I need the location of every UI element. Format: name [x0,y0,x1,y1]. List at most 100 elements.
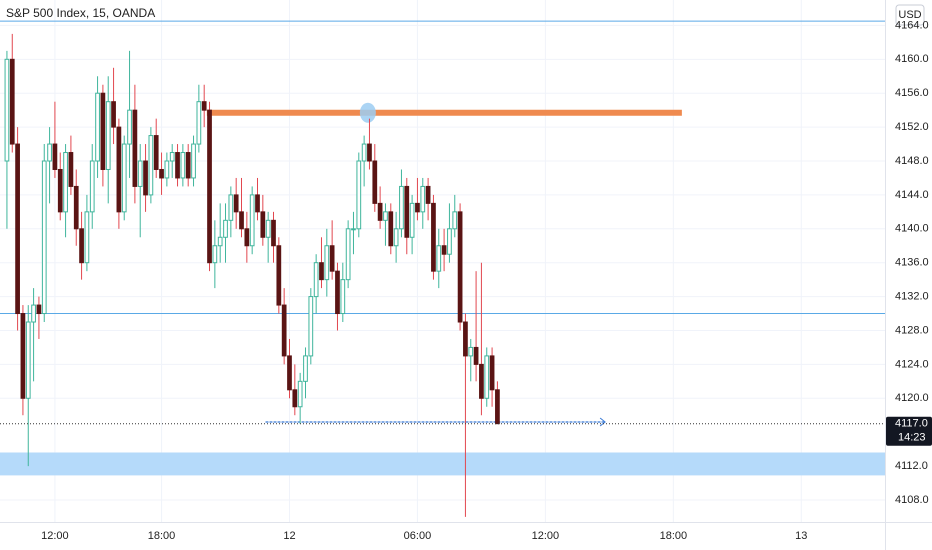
zone [0,452,885,476]
y-tick-label: 4136.0 [895,257,929,269]
x-tick-label: 12:00 [41,530,69,542]
candle-body [31,304,36,323]
candle-body [452,211,458,230]
marker [359,102,376,123]
candle-body [468,346,474,357]
candle-body [175,152,180,179]
candle-body [463,321,468,357]
candle-body [484,355,490,399]
candle-body [15,143,20,315]
candle-body [185,152,191,179]
candle-body [388,211,394,247]
currency[interactable]: USD [898,9,921,21]
candle-body [297,380,303,408]
candle-body [52,143,58,170]
candle-body [100,92,106,170]
y-tick-label: 4140.0 [895,223,929,235]
y-tick-label: 4160.0 [895,53,929,65]
candle-body [47,143,52,162]
candle-body [457,211,463,323]
y-tick-label: 4132.0 [895,290,929,302]
candle-body [191,143,196,179]
x-tick-label: 12:00 [532,530,560,542]
candle-body [57,168,63,213]
candle-body [63,152,68,213]
candle-body [111,101,116,128]
candle-body [212,245,218,264]
candle-body [356,160,362,230]
chart-title: S&P 500 Index, 15, OANDA [6,6,155,20]
candle-body [20,313,26,399]
candle-body [489,355,495,391]
candle-body [479,363,484,399]
countdown: 14:23 [898,432,926,444]
candle-body [441,245,447,255]
candle-body [164,160,170,179]
candle-body [313,262,319,298]
last-price-box [886,416,932,446]
candle-body [308,296,314,357]
candle-body [116,126,122,213]
candle-body [137,160,143,187]
y-tick-label: 4128.0 [895,324,929,336]
candle-body [153,135,159,170]
candle-body [367,143,372,162]
candle-body [95,92,100,162]
candle-body [169,152,175,162]
candle-body [361,143,367,162]
candle-body [292,389,298,408]
x-tick-label: 06:00 [404,530,432,542]
y-tick-label: 4152.0 [895,121,929,133]
currency-box[interactable] [895,4,925,26]
y-tick-label: 4112.0 [895,460,928,472]
candle-body [196,101,202,145]
candle-body [127,109,132,145]
candle-body [271,219,276,247]
candle-body [36,304,42,315]
candle-body [84,211,90,264]
candle-body [228,194,234,221]
y-tick-label: 4156.0 [895,87,929,99]
candle-body [249,194,255,247]
x-tick-label: 18:00 [660,530,688,542]
candle-body [143,160,148,196]
candle-body [324,245,330,281]
candle-body [244,228,250,247]
candle-body [201,101,207,111]
candle-body [68,152,74,187]
x-tick-label: 12 [283,530,295,542]
candle-body [180,152,186,179]
y-tick-label: 4124.0 [895,358,929,370]
candle-body [223,219,228,238]
candle-body [473,346,479,365]
candle-body [345,228,351,281]
arrow-head [599,417,606,427]
candle-body [415,202,420,213]
y-tick-label: 4144.0 [895,189,929,201]
candle-body [260,211,266,238]
candle-body [217,236,223,247]
candle-body [340,279,346,315]
candle-body [9,58,15,145]
y-tick-label: 4120.0 [895,392,929,404]
y-tick-label: 4164.0 [895,19,929,31]
y-tick-label: 4108.0 [895,494,929,506]
candle-body [121,143,127,213]
candle-body [372,160,378,204]
candle-body [105,101,111,170]
candle-body [207,109,212,264]
candle-body [233,194,239,213]
candle-body [404,185,410,238]
candle-body [4,58,10,162]
last-price-label: 4117.0 [895,418,928,430]
candle-body [239,211,244,230]
x-tick-label: 18:00 [148,530,176,542]
candle-body [447,228,452,255]
candle-body [335,270,340,315]
candle-body [287,355,292,391]
candle-body [41,160,47,315]
candle-body [276,245,282,306]
candle-body [431,202,436,272]
candle-body [495,389,500,425]
